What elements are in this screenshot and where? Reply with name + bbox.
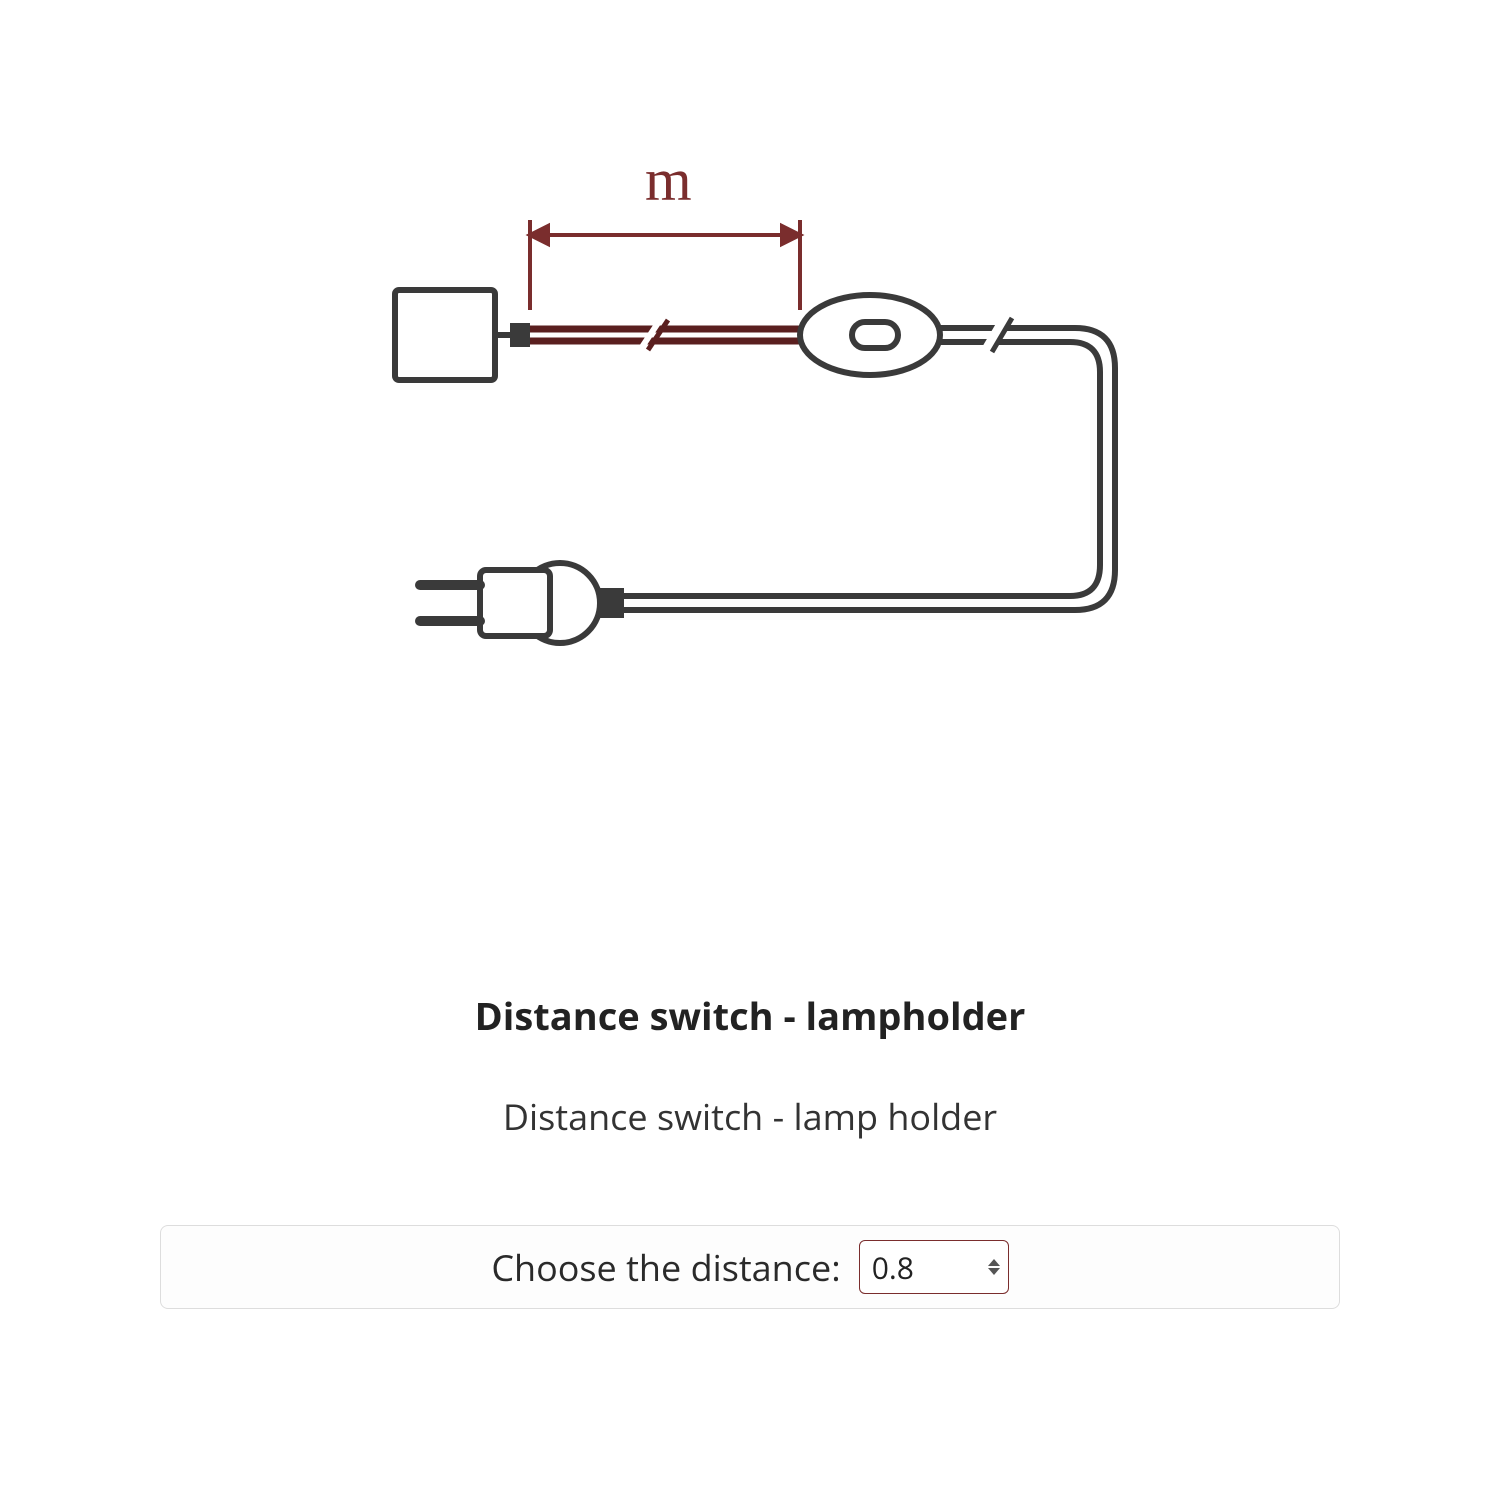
distance-label: Choose the distance: <box>491 1243 840 1292</box>
distance-input[interactable]: 0.8 <box>859 1240 1009 1294</box>
cable-diagram-svg: m <box>300 140 1200 740</box>
product-option-page: m <box>0 0 1500 1500</box>
dimension-label-text: m <box>645 147 692 213</box>
dimension-line <box>530 220 800 310</box>
cable-highlight-segment <box>530 320 805 350</box>
distance-value: 0.8 <box>872 1247 914 1288</box>
option-subtitle: Distance switch - lamp holder <box>0 1092 1500 1141</box>
number-spinner[interactable] <box>988 1259 1000 1275</box>
cable-diagram: m <box>300 140 1200 740</box>
plug-icon <box>420 563 640 643</box>
option-title: Distance switch - lampholder <box>0 990 1500 1042</box>
stepper-up-icon[interactable] <box>988 1259 1000 1266</box>
text-block: Distance switch - lampholder Distance sw… <box>0 990 1500 1141</box>
lampholder-icon <box>395 290 530 380</box>
switch-icon <box>800 295 940 375</box>
distance-control-panel: Choose the distance: 0.8 <box>160 1225 1340 1309</box>
stepper-down-icon[interactable] <box>988 1268 1000 1275</box>
